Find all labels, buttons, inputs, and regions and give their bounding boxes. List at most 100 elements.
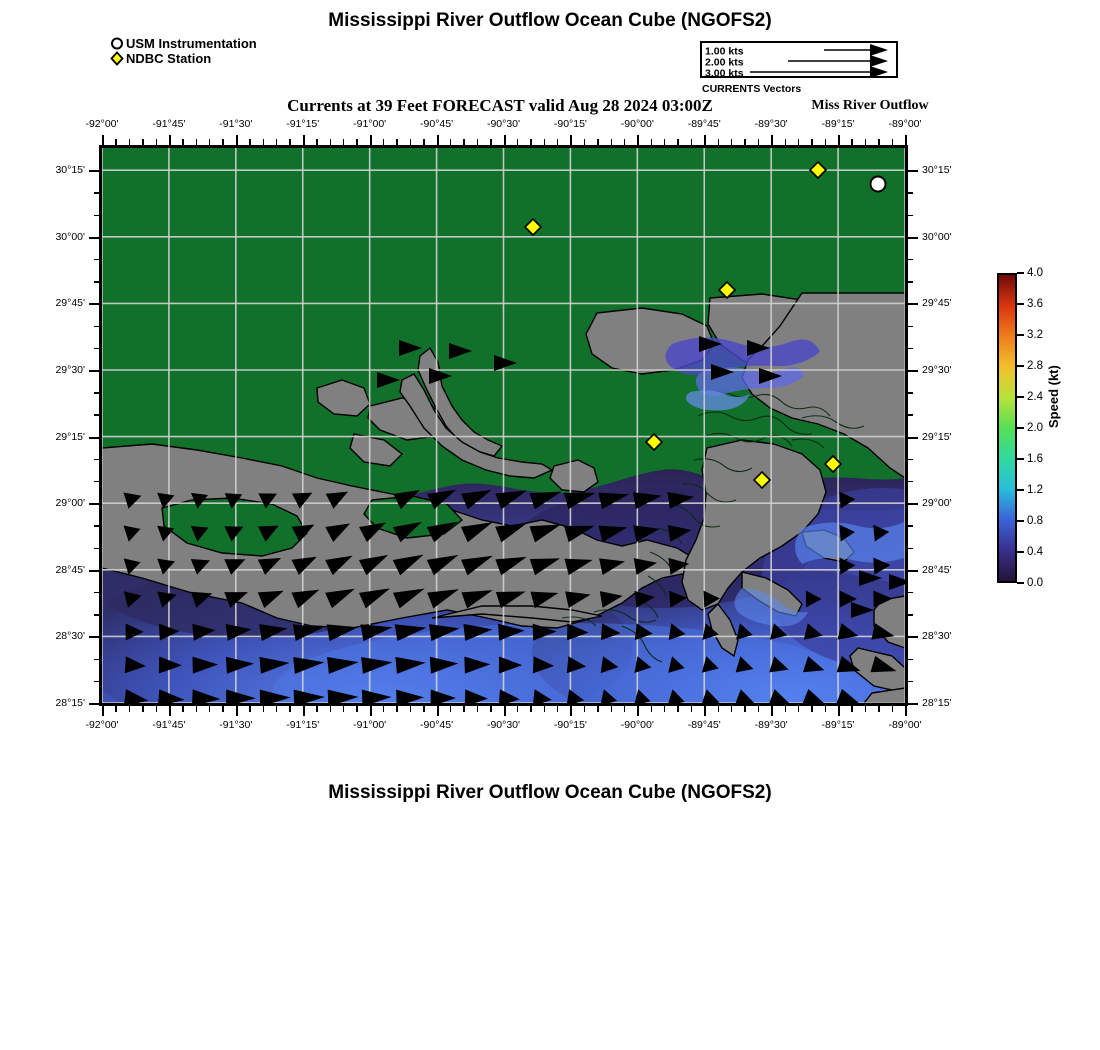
axis-tick (908, 636, 913, 638)
axis-tick (329, 706, 331, 712)
ndbc-station-marker[interactable] (644, 432, 664, 452)
axis-tick (94, 658, 99, 660)
ndbc-station-marker[interactable] (752, 470, 772, 490)
axis-tick (908, 614, 913, 616)
axis-tick (864, 139, 867, 145)
axis-tick-label: -90°00' (620, 118, 654, 130)
current-vector-arrow (224, 526, 244, 542)
axis-tick (195, 139, 198, 145)
axis-tick (449, 706, 452, 712)
axis-tick (650, 706, 653, 712)
axis-tick (908, 591, 913, 594)
axis-tick (94, 236, 99, 239)
ndbc-station-marker[interactable] (823, 454, 843, 474)
current-vector-arrow (634, 590, 655, 608)
current-vector-arrow (859, 570, 882, 586)
axis-tick (610, 139, 612, 145)
current-vector-arrow (190, 525, 209, 542)
axis-tick (94, 547, 99, 549)
axis-tick (878, 706, 880, 712)
axis-tick (557, 706, 559, 712)
colorbar-tick-label: 3.6 (1027, 298, 1043, 310)
current-vector-arrow (361, 689, 392, 703)
current-vector-arrow (889, 574, 905, 590)
current-vector-arrow (839, 524, 855, 542)
axis-tick (369, 706, 372, 716)
map-plot-area[interactable] (99, 145, 908, 706)
axis-tick (637, 135, 640, 145)
axis-tick-label: -89°45' (687, 118, 721, 130)
axis-tick (664, 706, 666, 712)
axis-tick (155, 139, 157, 145)
current-vector-arrow (495, 490, 527, 510)
ndbc-station-marker[interactable] (717, 280, 737, 300)
current-vector-arrow (702, 689, 720, 703)
axis-tick (908, 192, 913, 194)
axis-tick (583, 706, 586, 712)
axis-tick (908, 436, 913, 438)
axis-tick (275, 706, 278, 712)
axis-tick-label: -89°30' (754, 719, 788, 731)
current-vector-arrow (358, 588, 391, 609)
current-vector-arrow (873, 557, 891, 575)
axis-tick-rail (102, 135, 907, 145)
axis-tick (94, 525, 99, 527)
current-vector-arrow (532, 623, 557, 641)
axis-tick (771, 135, 774, 145)
legend-label-usm: USM Instrumentation (126, 36, 257, 51)
axis-tick (115, 706, 117, 712)
axis-tick (490, 139, 492, 145)
axis-tick (908, 414, 913, 416)
axis-tick (94, 258, 99, 261)
axis-tick (908, 369, 918, 372)
current-vector-arrow (873, 524, 890, 542)
colorbar-tick-label: 3.2 (1027, 329, 1043, 341)
colorbar-tick-label: 1.2 (1027, 484, 1043, 496)
current-vector-arrow (495, 556, 527, 576)
ndbc-station-marker[interactable] (523, 217, 543, 237)
axis-tick-rail (908, 148, 918, 705)
axis-tick (908, 281, 913, 283)
current-vector-arrow (735, 656, 754, 673)
current-vector-arrow (291, 556, 317, 576)
axis-tick-label: -91°15' (286, 719, 320, 731)
usm-instrumentation-marker[interactable] (869, 175, 887, 193)
current-vector-arrow (427, 489, 456, 510)
colorbar-tick-label: 2.8 (1027, 360, 1043, 372)
axis-tick (891, 139, 893, 145)
axis-tick-label: -92°00' (85, 719, 119, 731)
axis-tick (94, 303, 99, 305)
current-vector-arrow (158, 623, 180, 641)
axis-tick (94, 369, 99, 372)
axis-tick (409, 706, 412, 712)
axis-tick-label: -89°00' (888, 719, 922, 731)
axis-tick-label: -90°30' (486, 118, 521, 130)
current-vector-arrow (703, 590, 720, 608)
current-vector-arrow (190, 558, 210, 575)
current-vector-arrow (158, 656, 183, 674)
axis-tick-label: 29°00' (55, 497, 85, 510)
axis-tick (94, 214, 99, 216)
current-vector-arrow (392, 588, 425, 609)
current-vector-arrow (124, 689, 149, 703)
current-vector-arrow (392, 521, 422, 543)
current-vector-arrow (395, 656, 426, 674)
current-vector-arrow (495, 591, 526, 609)
axis-tick-label: 29°30' (922, 363, 952, 376)
current-vectors (123, 336, 905, 703)
axis-tick (908, 392, 913, 394)
current-vector-arrow (668, 689, 685, 703)
vector-scale-caption: CURRENTS Vectors (702, 83, 802, 95)
current-vector-arrow (293, 656, 325, 674)
current-vector-arrow (851, 602, 874, 618)
current-vector-arrow (873, 590, 893, 608)
station-markers[interactable] (523, 160, 887, 490)
ndbc-station-marker[interactable] (808, 160, 828, 180)
axis-tick (128, 139, 131, 145)
colorbar-tick-label: 2.0 (1027, 422, 1043, 434)
axis-tick (908, 503, 913, 505)
page-title-bottom: Mississippi River Outflow Ocean Cube (NG… (328, 782, 772, 803)
axis-tick (490, 706, 492, 712)
axis-tick (908, 325, 913, 327)
axis-tick (249, 139, 251, 145)
